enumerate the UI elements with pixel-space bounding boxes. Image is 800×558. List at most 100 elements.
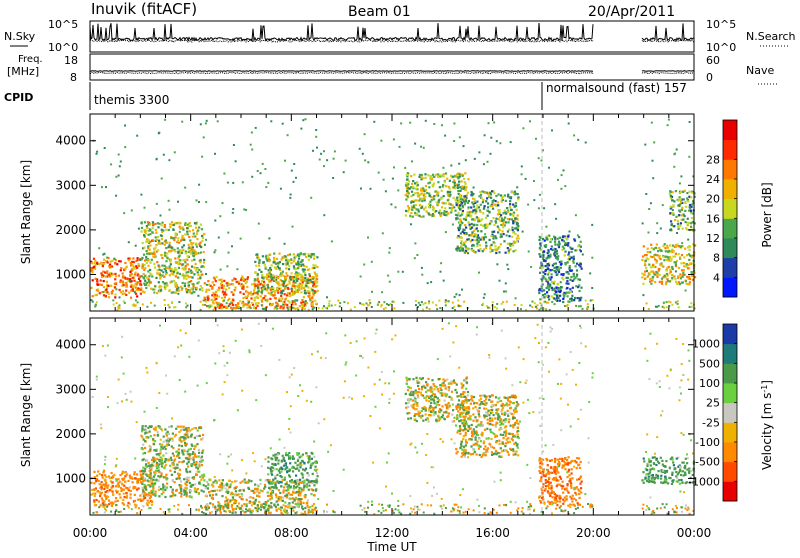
power-cell [442, 184, 444, 186]
power-cell [295, 282, 297, 284]
power-cell [133, 266, 135, 268]
velocity-cell [144, 479, 146, 481]
power-cell [265, 299, 267, 301]
power-cell [493, 121, 495, 123]
power-cell [159, 277, 161, 279]
power-cell [405, 214, 407, 216]
power-cell [292, 285, 294, 287]
power-cell [672, 245, 674, 247]
power-cell [130, 297, 132, 299]
velocity-cell [136, 482, 138, 484]
power-cell [406, 192, 408, 194]
velocity-cell [102, 477, 104, 479]
power-cell [144, 221, 146, 223]
power-cell [646, 270, 648, 272]
velocity-cell [138, 487, 140, 489]
power-cell [514, 227, 516, 229]
power-cell [569, 288, 571, 290]
power-cell [672, 268, 674, 270]
velocity-cell [277, 463, 279, 465]
power-cell [203, 261, 205, 263]
power-cell [130, 286, 132, 288]
power-cell [468, 222, 470, 224]
power-cell [671, 249, 673, 251]
velocity-cell [292, 497, 294, 499]
power-cell [521, 173, 523, 175]
power-cell [265, 256, 267, 258]
power-cell [284, 255, 286, 257]
power-cell [280, 295, 282, 297]
power-cell [180, 286, 182, 288]
power-cell [92, 295, 94, 297]
nsky-trace [90, 23, 694, 41]
power-cell [142, 267, 144, 269]
power-cell [551, 245, 553, 247]
power-cell [248, 302, 250, 304]
power-cell [223, 293, 225, 295]
power-cell [471, 239, 473, 241]
power-cell [474, 233, 476, 235]
power-cell [688, 259, 690, 261]
nsky-tick-bottom: 10^0 [48, 41, 78, 54]
velocity-cell [153, 479, 155, 481]
velocity-cell [127, 480, 129, 482]
velocity-cell [279, 492, 281, 494]
velocity-cell [149, 464, 151, 466]
power-cell [679, 256, 681, 258]
velocity-cell [292, 501, 294, 503]
power-cell [242, 297, 244, 299]
power-cell [572, 260, 574, 262]
power-cell [325, 307, 327, 309]
velocity-cell [308, 457, 310, 459]
velocity-cell [282, 479, 284, 481]
velocity-cell [239, 490, 241, 492]
power-cell [276, 258, 278, 260]
nsky-frame [90, 21, 694, 52]
velocity-cell [176, 478, 178, 480]
power-cell [288, 265, 290, 267]
velocity-cell [90, 482, 92, 484]
power-cell [648, 264, 650, 266]
velocity-cell [148, 502, 150, 504]
power-cell [214, 251, 216, 253]
velocity-cell [180, 485, 182, 487]
velocity-cell [418, 411, 420, 413]
power-cell [301, 307, 303, 309]
velocity-cell [200, 479, 202, 481]
power-cell [415, 300, 417, 302]
power-cell [448, 300, 450, 302]
power-cell [116, 263, 118, 265]
power-cell [140, 194, 142, 196]
power-cell [270, 274, 272, 276]
power-cell [691, 217, 693, 219]
power-cell [257, 278, 259, 280]
power-cell [276, 288, 278, 290]
power-cell [195, 222, 197, 224]
velocity-cell [127, 488, 129, 490]
velocity-cell [212, 485, 214, 487]
power-cell [672, 191, 674, 193]
power-cell [161, 178, 163, 180]
power-cell [202, 265, 204, 267]
power-cell [176, 284, 178, 286]
velocity-cell [152, 487, 154, 489]
power-cell [298, 289, 300, 291]
power-cell [240, 285, 242, 287]
power-cell [264, 295, 266, 297]
power-cell [186, 291, 188, 293]
power-cell [548, 295, 550, 297]
power-cell [453, 197, 455, 199]
power-cell [459, 173, 461, 175]
power-cell [255, 272, 257, 274]
power-cell [429, 308, 431, 310]
power-cell [94, 306, 96, 308]
power-cell [468, 206, 470, 208]
power-cell [187, 233, 189, 235]
power-cell [677, 220, 679, 222]
power-cell [114, 262, 116, 264]
power-cell [652, 264, 654, 266]
power-cell [484, 134, 486, 136]
velocity-cell [184, 442, 186, 444]
velocity-cell [192, 453, 194, 455]
power-cell [441, 206, 443, 208]
